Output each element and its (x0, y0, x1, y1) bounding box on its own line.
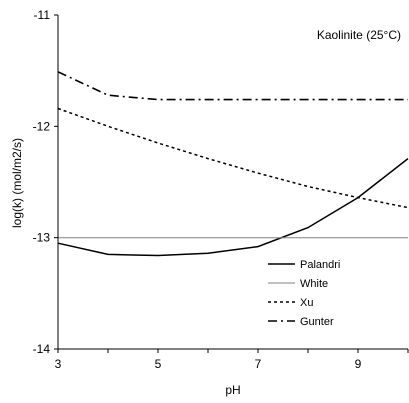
legend-label-gunter: Gunter (300, 316, 334, 328)
chart-annotation: Kaolinite (25°C) (317, 28, 401, 42)
x-tick-label: 3 (55, 357, 62, 371)
legend-label-xu: Xu (300, 297, 313, 309)
y-tick-label: -12 (33, 119, 51, 133)
plot-background (58, 15, 408, 349)
legend-label-white: White (300, 278, 328, 290)
x-tick-label: 5 (155, 357, 162, 371)
series-layer (57, 71, 409, 257)
legend-label-palandri: Palandri (300, 259, 340, 271)
plot-area (58, 15, 408, 349)
y-axis-label: log(k) (mol/m2/s) (10, 138, 24, 228)
y-tick-label: -14 (33, 342, 51, 356)
series-line-xu (57, 107, 409, 209)
x-tick-label: 9 (355, 357, 362, 371)
axes-layer: -11 -12 -13 -14 3 5 7 9 (33, 8, 409, 371)
x-axis-label: pH (225, 383, 240, 397)
series-line-palandri (57, 158, 409, 257)
series-line-gunter (57, 71, 408, 101)
legend: Palandri White Xu Gunter (268, 259, 340, 328)
y-tick-label: -11 (34, 8, 51, 22)
y-tick-label: -13 (33, 231, 51, 245)
x-tick-label: 7 (255, 357, 262, 371)
